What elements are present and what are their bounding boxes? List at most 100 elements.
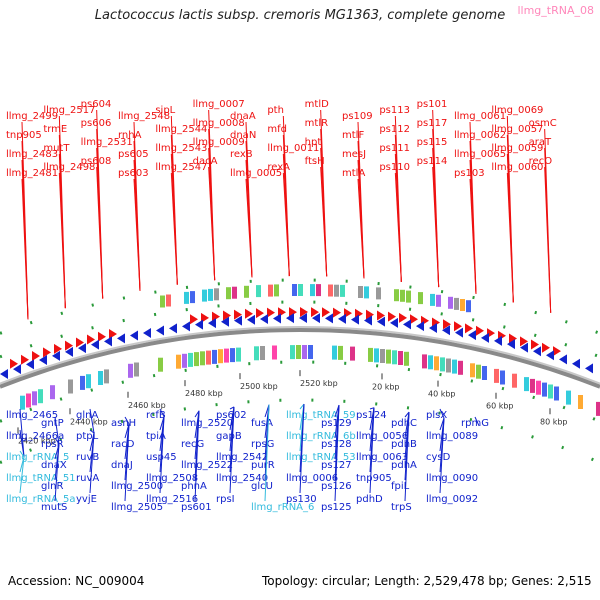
- feature-block[interactable]: [104, 369, 109, 384]
- gene-label-top[interactable]: ps103: [454, 168, 485, 179]
- gene-label-bottom[interactable]: glnR: [41, 481, 63, 492]
- gene-arrow-reverse[interactable]: [0, 368, 8, 379]
- gene-label-top[interactable]: mfd: [267, 124, 287, 135]
- gene-label-top[interactable]: rexA: [267, 162, 290, 173]
- gene-arrow-reverse[interactable]: [481, 332, 489, 343]
- feature-block[interactable]: [358, 286, 363, 298]
- gene-label-bottom[interactable]: llmg_0063: [356, 452, 408, 463]
- gene-arrow-reverse[interactable]: [390, 317, 398, 328]
- gene-label-bottom[interactable]: llmg_2505: [111, 502, 163, 513]
- gene-arrow-reverse[interactable]: [533, 346, 541, 357]
- gene-label-bottom[interactable]: tnp905: [356, 473, 392, 484]
- feature-block[interactable]: [26, 393, 31, 408]
- feature-block[interactable]: [202, 289, 207, 302]
- gene-label-top[interactable]: dacA: [193, 156, 218, 167]
- feature-block[interactable]: [328, 284, 333, 297]
- feature-block[interactable]: [350, 346, 355, 361]
- feature-block[interactable]: [308, 345, 313, 359]
- gene-label-bottom[interactable]: asnH: [111, 418, 136, 429]
- gene-label-bottom[interactable]: pdhD: [356, 494, 383, 505]
- gene-label-bottom[interactable]: mutS: [41, 502, 67, 513]
- feature-block[interactable]: [404, 351, 409, 366]
- gene-label-top[interactable]: ps604: [81, 99, 112, 110]
- gene-label-bottom[interactable]: gntP: [41, 418, 64, 429]
- gene-arrow-reverse[interactable]: [78, 343, 86, 354]
- feature-block[interactable]: [226, 287, 231, 300]
- feature-block[interactable]: [190, 291, 195, 304]
- feature-block[interactable]: [244, 285, 249, 298]
- gene-label-bottom[interactable]: glcU: [251, 481, 273, 492]
- gene-arrow-reverse[interactable]: [195, 319, 203, 330]
- gene-label-bottom[interactable]: pdhC: [391, 418, 417, 429]
- feature-block[interactable]: [38, 389, 43, 404]
- gene-label-bottom[interactable]: fpiL: [391, 481, 410, 492]
- gene-label-top[interactable]: llmg_0059: [491, 143, 543, 154]
- gene-arrow-reverse[interactable]: [286, 313, 294, 324]
- gene-label-top[interactable]: llmg_2517: [43, 105, 95, 116]
- gene-arrow-reverse[interactable]: [130, 330, 138, 341]
- gene-label-bottom[interactable]: ps601: [181, 502, 212, 513]
- feature-block[interactable]: [236, 347, 241, 362]
- gene-arrow-reverse[interactable]: [143, 327, 151, 338]
- gene-arrow-forward[interactable]: [109, 329, 117, 340]
- gene-label-bottom[interactable]: llmg_2542: [216, 452, 268, 463]
- gene-arrow-reverse[interactable]: [468, 330, 476, 341]
- feature-block[interactable]: [452, 359, 457, 374]
- feature-block[interactable]: [380, 349, 385, 363]
- gene-label-top[interactable]: llmg_0007: [193, 99, 245, 110]
- gene-label-bottom[interactable]: dnaX: [41, 460, 67, 471]
- feature-block[interactable]: [160, 295, 165, 308]
- feature-block[interactable]: [530, 378, 535, 393]
- gene-label-top[interactable]: mtlF: [342, 130, 364, 141]
- gene-arrow-forward[interactable]: [443, 319, 451, 330]
- gene-label-bottom[interactable]: purR: [251, 460, 275, 471]
- gene-label-bottom[interactable]: llmg_rRNA_6: [251, 502, 314, 513]
- gene-arrow-forward[interactable]: [542, 342, 550, 353]
- gene-label-bottom[interactable]: rpsR: [41, 439, 64, 450]
- feature-block[interactable]: [406, 290, 411, 303]
- gene-arrow-forward[interactable]: [223, 310, 231, 321]
- gene-label-top[interactable]: llmg_0065: [454, 149, 506, 160]
- gene-label-top[interactable]: llmg_0009: [193, 137, 245, 148]
- feature-block[interactable]: [274, 284, 279, 297]
- gene-label-top[interactable]: llmg_0008: [193, 118, 245, 129]
- gene-label-bottom[interactable]: rcfB: [146, 410, 166, 421]
- gene-arrow-reverse[interactable]: [273, 313, 281, 324]
- gene-arrow-reverse[interactable]: [260, 313, 268, 324]
- gene-label-top[interactable]: dnaN: [230, 130, 256, 141]
- gene-label-bottom[interactable]: phnA: [181, 481, 207, 492]
- gene-label-top[interactable]: ps603: [118, 168, 149, 179]
- feature-block[interactable]: [466, 300, 471, 313]
- gene-label-top[interactable]: mtlD: [305, 99, 329, 110]
- gene-arrow-forward[interactable]: [300, 307, 308, 317]
- gene-label-top[interactable]: ps101: [417, 99, 448, 110]
- feature-block[interactable]: [476, 364, 481, 379]
- feature-block[interactable]: [208, 288, 213, 301]
- gene-label-top[interactable]: llmg_2498: [43, 162, 95, 173]
- gene-arrow-forward[interactable]: [553, 346, 561, 357]
- gene-label-bottom[interactable]: yvjE: [76, 494, 97, 505]
- gene-label-bottom[interactable]: glnA: [76, 410, 98, 421]
- gene-label-top[interactable]: mtlR: [305, 118, 328, 129]
- gene-label-top[interactable]: ps111: [379, 143, 410, 154]
- gene-arrow-reverse[interactable]: [52, 350, 60, 361]
- gene-label-top[interactable]: pth: [267, 105, 284, 116]
- gene-label-bottom[interactable]: ps124: [356, 410, 387, 421]
- gene-arrow-reverse[interactable]: [494, 335, 502, 346]
- feature-block[interactable]: [268, 284, 273, 297]
- feature-block[interactable]: [542, 382, 547, 397]
- gene-arrow-reverse[interactable]: [403, 319, 411, 330]
- feature-block[interactable]: [256, 285, 261, 298]
- gene-arrow-reverse[interactable]: [351, 314, 359, 325]
- gene-arrow-forward[interactable]: [21, 354, 29, 365]
- gene-arrow-reverse[interactable]: [507, 339, 515, 350]
- gene-label-top[interactable]: llmg_2483: [6, 149, 58, 160]
- gene-arrow-forward[interactable]: [10, 358, 18, 369]
- feature-block[interactable]: [128, 363, 133, 378]
- gene-label-bottom[interactable]: racD: [111, 439, 135, 450]
- gene-label-top[interactable]: llmg_0062: [454, 130, 506, 141]
- feature-block[interactable]: [458, 360, 463, 375]
- gene-arrow-forward[interactable]: [465, 323, 473, 334]
- gene-label-bottom[interactable]: dnaJ: [111, 460, 133, 471]
- feature-block[interactable]: [296, 345, 301, 359]
